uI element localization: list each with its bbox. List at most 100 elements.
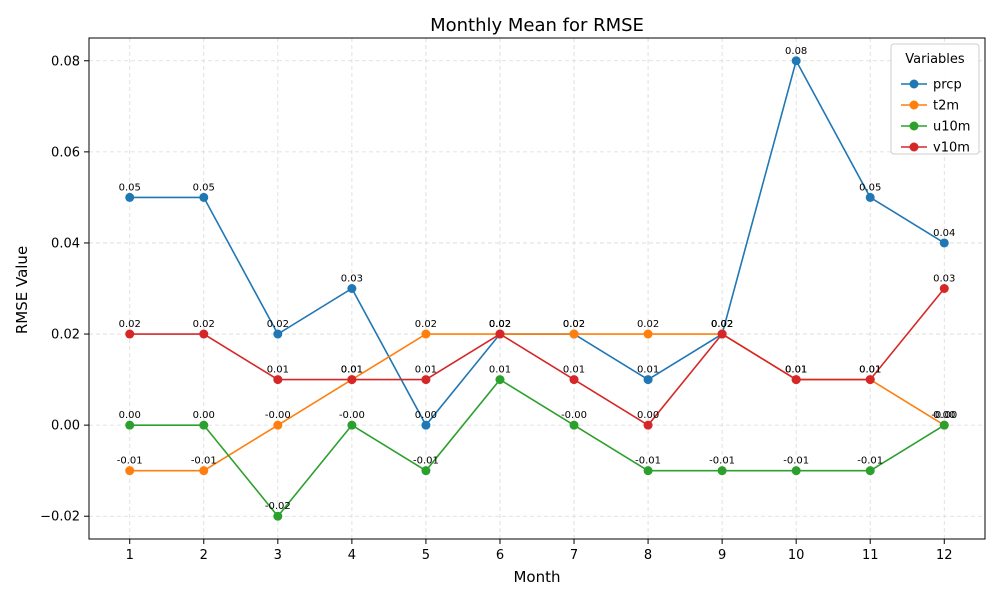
data-point-u10m[interactable] <box>421 466 431 476</box>
data-point-prcp[interactable] <box>939 238 949 248</box>
data-label-v10m: 0.02 <box>489 319 511 330</box>
data-point-u10m[interactable] <box>495 375 505 385</box>
data-point-u10m[interactable] <box>125 420 135 430</box>
x-tick-label: 12 <box>936 548 953 563</box>
data-point-prcp[interactable] <box>791 56 801 66</box>
y-tick-label: 0.08 <box>51 54 80 69</box>
series-u10m <box>125 375 949 521</box>
data-label-prcp: 0.02 <box>563 319 585 330</box>
data-point-v10m[interactable] <box>347 375 357 385</box>
y-tick-label: 0.00 <box>51 419 80 434</box>
y-axis-title: RMSE Value <box>13 246 31 334</box>
data-point-v10m[interactable] <box>495 329 505 339</box>
series-line-u10m <box>129 378 945 518</box>
chart-title: Monthly Mean for RMSE <box>430 15 644 36</box>
data-point-v10m[interactable] <box>199 329 209 339</box>
x-tick-label: 3 <box>274 548 282 563</box>
legend-item-t2m[interactable]: t2m <box>901 99 959 114</box>
data-point-u10m[interactable] <box>643 466 653 476</box>
data-label-u10m: 0.00 <box>119 410 141 421</box>
data-point-t2m[interactable] <box>569 329 579 339</box>
data-point-v10m[interactable] <box>643 420 653 430</box>
legend-item-u10m[interactable]: u10m <box>901 120 970 135</box>
data-label-v10m: 0.01 <box>267 365 289 376</box>
data-point-prcp[interactable] <box>865 192 875 202</box>
legend-label: u10m <box>933 120 970 135</box>
data-label-prcp: 0.03 <box>341 274 363 285</box>
data-point-u10m[interactable] <box>199 420 209 430</box>
legend-item-v10m[interactable]: v10m <box>901 141 970 156</box>
data-point-v10m[interactable] <box>791 375 801 385</box>
y-tick-label: 0.02 <box>51 328 80 343</box>
data-label-u10m: -0.00 <box>561 410 587 421</box>
data-label-v10m: 0.03 <box>933 274 955 285</box>
data-point-t2m[interactable] <box>421 329 431 339</box>
data-point-v10m[interactable] <box>421 375 431 385</box>
data-point-v10m[interactable] <box>273 375 283 385</box>
data-point-v10m[interactable] <box>717 329 727 339</box>
data-label-u10m: -0.02 <box>265 501 291 512</box>
data-point-prcp[interactable] <box>125 192 135 202</box>
data-label-prcp: 0.01 <box>637 365 659 376</box>
data-point-u10m[interactable] <box>865 466 875 476</box>
data-point-u10m[interactable] <box>273 511 283 521</box>
data-point-v10m[interactable] <box>865 375 875 385</box>
data-label-t2m: 0.01 <box>341 365 363 376</box>
data-point-prcp[interactable] <box>347 284 357 293</box>
x-tick-label: 6 <box>496 548 504 563</box>
data-label-t2m: 0.01 <box>859 365 881 376</box>
data-label-u10m: -0.01 <box>783 456 809 467</box>
series-group <box>125 56 949 521</box>
data-label-u10m: 0.01 <box>489 365 511 376</box>
data-label-t2m: 0.02 <box>711 319 733 330</box>
data-point-u10m[interactable] <box>939 420 949 430</box>
data-point-t2m[interactable] <box>273 420 283 430</box>
data-label-v10m: 0.01 <box>785 365 807 376</box>
data-point-u10m[interactable] <box>569 420 579 430</box>
grid <box>89 38 985 539</box>
y-tick-label: −0.02 <box>40 510 80 525</box>
x-tick-label: 9 <box>718 548 726 563</box>
data-point-prcp[interactable] <box>273 329 283 339</box>
data-label-v10m: 0.01 <box>859 365 881 376</box>
data-point-t2m[interactable] <box>199 466 209 476</box>
data-label-prcp: 0.02 <box>489 319 511 330</box>
data-point-prcp[interactable] <box>421 420 431 430</box>
data-point-u10m[interactable] <box>791 466 801 476</box>
data-label-u10m: -0.00 <box>931 410 957 421</box>
data-label-u10m: 0.00 <box>193 410 215 421</box>
data-point-prcp[interactable] <box>199 192 209 202</box>
legend-label: t2m <box>933 99 959 114</box>
legend-item-prcp[interactable]: prcp <box>901 78 962 93</box>
data-label-v10m: 0.02 <box>193 319 215 330</box>
data-point-v10m[interactable] <box>125 329 135 339</box>
data-label-t2m: 0.00 <box>933 410 955 421</box>
data-label-t2m: 0.01 <box>785 365 807 376</box>
data-label-t2m: -0.01 <box>117 456 143 467</box>
data-point-t2m[interactable] <box>125 466 135 476</box>
data-point-t2m[interactable] <box>643 329 653 339</box>
data-point-prcp[interactable] <box>643 375 653 385</box>
data-label-v10m: 0.01 <box>341 365 363 376</box>
x-axis-title: Month <box>513 568 560 586</box>
y-tick-label: 0.04 <box>51 236 80 251</box>
data-label-t2m: -0.01 <box>191 456 217 467</box>
data-point-u10m[interactable] <box>717 466 727 476</box>
data-point-v10m[interactable] <box>939 284 949 293</box>
legend[interactable]: Variables prcp t2m u10m v10m <box>890 43 980 156</box>
data-point-v10m[interactable] <box>569 375 579 385</box>
legend-marker <box>909 100 919 110</box>
legend-label: v10m <box>933 141 970 156</box>
legend-title: Variables <box>905 52 965 67</box>
data-label-u10m: -0.00 <box>339 410 365 421</box>
plot-frame <box>88 37 986 540</box>
data-label-prcp: 0.08 <box>785 46 807 57</box>
series-line-v10m <box>129 287 945 427</box>
data-label-prcp: 0.00 <box>415 410 437 421</box>
data-label-t2m: 0.02 <box>489 319 511 330</box>
data-label-u10m: -0.01 <box>413 456 439 467</box>
x-tick-label: 7 <box>570 548 578 563</box>
x-tick-label: 4 <box>348 548 356 563</box>
x-tick-label: 1 <box>126 548 134 563</box>
data-point-u10m[interactable] <box>347 420 357 430</box>
